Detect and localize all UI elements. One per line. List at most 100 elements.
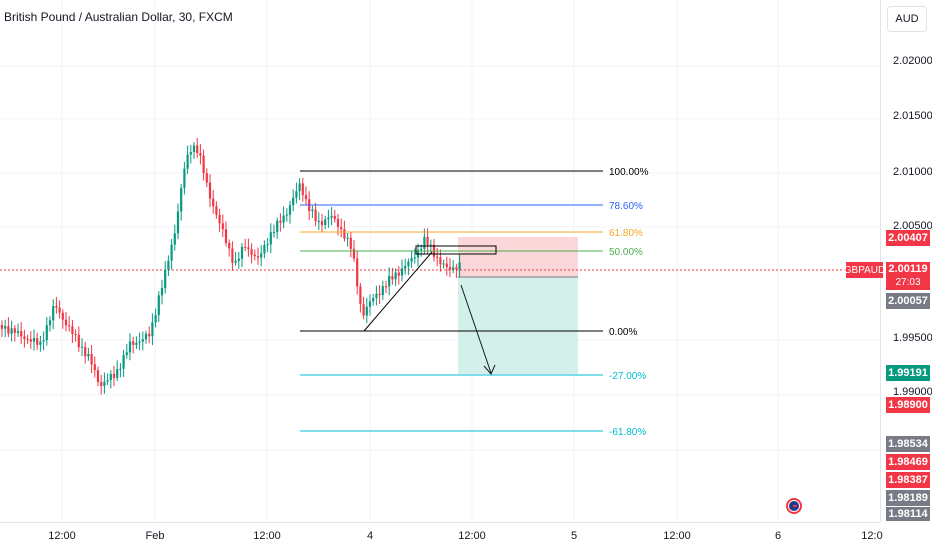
currency-button[interactable]: AUD — [887, 6, 927, 32]
fib-label-786: 78.60% — [609, 201, 643, 212]
candle-body — [164, 269, 167, 289]
candle-body — [304, 195, 308, 200]
chart-canvas[interactable]: 100.00% 78.60% 61.80% 50.00% 0.00% -27.0… — [0, 0, 880, 522]
price-tick: 2.01500 — [893, 110, 932, 122]
price-level-label: 1.98469 — [886, 454, 930, 470]
candle-body — [426, 236, 429, 245]
candle-body — [26, 338, 29, 340]
candle-body — [407, 261, 410, 267]
bar-countdown: 27:03 — [895, 277, 921, 288]
resistance-box[interactable] — [415, 245, 497, 255]
country-flag-icon[interactable] — [786, 498, 802, 514]
candle-body — [36, 338, 39, 345]
candle-body — [68, 325, 71, 327]
candle-body — [128, 341, 132, 353]
candle-body — [122, 354, 125, 369]
trend-line[interactable] — [363, 251, 433, 332]
candle-body — [189, 152, 192, 155]
candle-body — [276, 220, 279, 233]
candle-body — [391, 276, 394, 280]
candle-body — [29, 339, 32, 342]
upper-price-label: 2.00407 — [886, 230, 930, 246]
candle-body — [23, 336, 26, 339]
flag-stripe — [793, 505, 797, 507]
candle-body — [58, 307, 61, 313]
time-tick: 5 — [570, 530, 578, 542]
time-tick: 12:00 — [253, 530, 281, 542]
candle-body — [116, 369, 119, 379]
candle-body — [39, 341, 42, 345]
candle-body — [13, 328, 16, 333]
candle-body — [429, 244, 432, 246]
candle-body — [410, 257, 413, 262]
fib-label-neg27: -27.00% — [609, 371, 646, 382]
candle-body — [52, 305, 55, 321]
candle-body — [148, 333, 151, 337]
candle-body — [445, 263, 448, 268]
candle-body — [352, 248, 356, 259]
candle-body — [109, 373, 112, 381]
candle-body — [317, 221, 320, 223]
candle-body — [10, 328, 13, 334]
candle-body — [0, 325, 4, 329]
candle-body — [448, 267, 452, 270]
candle-body — [71, 326, 74, 334]
candle-body — [266, 244, 269, 246]
candle-body — [455, 267, 458, 270]
time-axis[interactable]: 12:00 Feb 12:00 4 12:00 5 12:00 6 12:0 — [0, 522, 883, 551]
price-tick: 2.00500 — [893, 220, 932, 232]
fibonacci-retracement[interactable]: 100.00% 78.60% 61.80% 50.00% 0.00% -27.0… — [300, 167, 649, 438]
candle-body — [388, 276, 391, 287]
stop-loss-zone[interactable] — [458, 237, 578, 277]
candle-body — [144, 333, 148, 340]
candle-body — [192, 145, 196, 153]
candle-body — [237, 258, 240, 261]
projection-arrow-line[interactable] — [460, 284, 492, 374]
symbol-tag: GBPAUD — [844, 262, 885, 278]
price-level-label: 1.98189 — [886, 490, 930, 506]
candle-body — [436, 256, 439, 258]
candle-body — [330, 215, 333, 218]
fib-label-618: 61.80% — [609, 228, 643, 239]
candle-body — [314, 209, 317, 222]
price-level-label: 1.98387 — [886, 472, 930, 488]
candle-body — [378, 293, 381, 296]
candle-body — [157, 295, 160, 316]
candle-body — [327, 217, 330, 220]
candle-body — [253, 254, 256, 257]
candle-body — [20, 331, 23, 337]
price-level-label: 1.98114 — [886, 507, 930, 521]
candle-body — [288, 205, 292, 215]
target-price-label: 1.99191 — [886, 365, 930, 381]
candle-body — [420, 248, 423, 250]
candle-body — [250, 249, 253, 255]
candle-body — [381, 286, 384, 296]
candle-body — [170, 244, 173, 261]
candle-body — [301, 183, 304, 196]
chart-area[interactable]: 100.00% 78.60% 61.80% 50.00% 0.00% -27.0… — [0, 0, 880, 522]
candle-body — [295, 191, 298, 198]
time-tick: 12:00 — [48, 530, 76, 542]
take-profit-zone[interactable] — [458, 277, 578, 374]
candle-body — [183, 168, 186, 189]
candle-body — [439, 257, 442, 265]
candle-body — [212, 198, 215, 207]
candle-body — [263, 244, 266, 254]
candle-body — [368, 301, 372, 307]
price-axis[interactable]: 2.02000 2.01500 2.01000 2.00500 1.99500 … — [880, 0, 932, 522]
candle-body — [442, 263, 445, 265]
candle-body — [77, 334, 80, 348]
price-tick: 1.99000 — [893, 386, 932, 398]
candle-body — [16, 331, 20, 333]
candle-body — [269, 232, 272, 245]
candle-body — [215, 206, 218, 215]
candle-body — [141, 339, 144, 342]
price-level-label: 1.98900 — [886, 397, 930, 413]
candle-body — [260, 253, 263, 258]
projection-arrow-head — [483, 364, 496, 375]
candle-body — [224, 229, 228, 243]
candle-body — [196, 145, 199, 154]
time-tick: Feb — [145, 530, 165, 542]
candle-body — [186, 154, 189, 169]
candle-body — [112, 373, 116, 379]
